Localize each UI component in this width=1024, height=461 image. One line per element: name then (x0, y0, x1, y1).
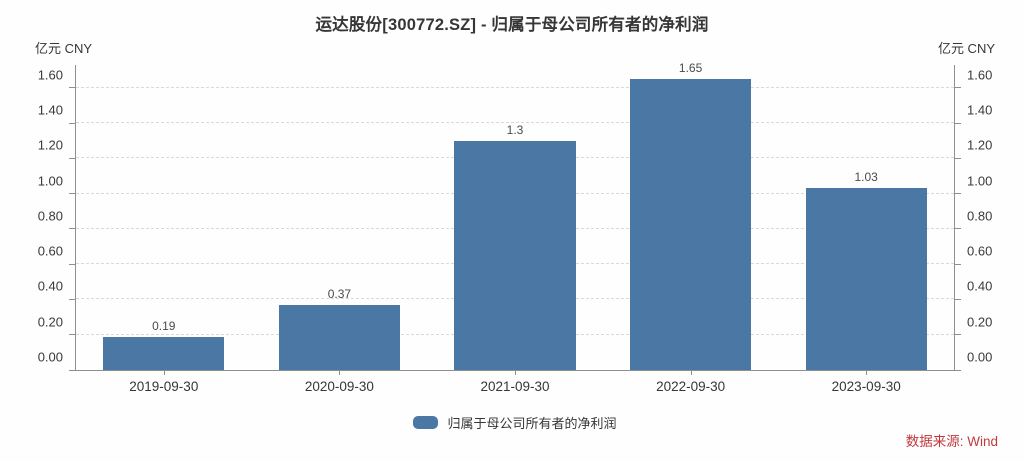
y-axis-tick-mark-left (69, 298, 76, 300)
y-axis-tick-mark-left (69, 193, 76, 195)
y-axis-tick-mark-left (69, 87, 76, 89)
y-axis-tick-label-right: 1.40 (967, 102, 993, 118)
x-axis-tick-label: 2020-09-30 (304, 379, 374, 394)
y-axis-unit-left: 亿元 CNY (35, 41, 93, 56)
y-axis-tick-label-right: 1.60 (967, 67, 993, 83)
x-axis-tick-mark (163, 370, 165, 375)
y-axis-tick-label-left: 1.00 (37, 173, 63, 189)
x-axis-tick-mark (339, 370, 341, 375)
bar-value-label: 0.19 (152, 318, 176, 333)
y-axis-tick-mark-left (69, 228, 76, 230)
y-axis-tick-mark-right (954, 228, 961, 230)
x-axis-tick-mark (514, 370, 516, 375)
y-axis-tick-label-right: 0.40 (967, 278, 993, 294)
y-axis-tick-label-left: 1.40 (37, 102, 63, 118)
y-axis-tick-mark-right (954, 193, 961, 195)
y-axis-tick-label-right: 1.00 (967, 173, 993, 189)
y-axis-tick-label-left: 0.40 (37, 278, 63, 294)
y-axis-tick-mark-left (69, 334, 76, 336)
x-axis-tick-label: 2019-09-30 (129, 379, 199, 394)
x-axis-tick-label: 2021-09-30 (480, 379, 550, 394)
x-axis-tick-mark (690, 370, 692, 375)
y-axis-tick-mark-right (954, 122, 961, 124)
bar-slot: 0.37 2020-09-30 (252, 65, 428, 394)
bar-value-label: 0.37 (327, 286, 352, 301)
legend-label: 归属于母公司所有者的净利润 (447, 415, 617, 431)
bar-slot: 1.03 2023-09-30 (778, 65, 954, 394)
y-axis-tick-label-left: 0.80 (37, 208, 63, 224)
y-axis-tick-label-left: 0.20 (37, 314, 63, 330)
bar (454, 140, 576, 370)
y-axis-unit-right: 亿元 CNY (937, 41, 995, 56)
y-axis-tick-mark-right (954, 157, 961, 159)
y-axis-tick-label-left: 1.60 (37, 67, 63, 83)
bar-value-label: 1.03 (854, 170, 878, 185)
x-axis-tick-label: 2023-09-30 (831, 379, 901, 394)
y-axis-tick-mark-right (954, 298, 961, 300)
bar (630, 79, 752, 370)
y-gridline (76, 86, 954, 88)
y-axis-tick-mark-left (69, 122, 76, 124)
y-axis-tick-label-right: 0.60 (967, 243, 993, 259)
y-axis-tick-label-right: 1.20 (967, 137, 993, 153)
y-gridline (76, 122, 954, 124)
bar-value-label: 1.65 (678, 61, 703, 76)
y-axis-tick-label-right: 0.80 (967, 208, 993, 224)
x-axis-tick-label: 2022-09-30 (656, 379, 726, 394)
y-axis-tick-mark-right (954, 87, 961, 89)
bar (805, 188, 927, 370)
y-axis-tick-mark-right (954, 369, 961, 371)
bar (278, 304, 400, 370)
y-axis-tick-label-left: 0.00 (37, 349, 63, 365)
y-axis-tick-mark-right (954, 334, 961, 336)
bar-slot: 0.19 2019-09-30 (76, 65, 252, 394)
y-axis-tick-mark-left (69, 157, 76, 159)
chart-title: 运达股份[300772.SZ] - 归属于母公司所有者的净利润 (315, 16, 709, 34)
bar-slot: 1.65 2022-09-30 (603, 61, 779, 394)
bar (103, 336, 225, 370)
y-axis-tick-mark-left (69, 369, 76, 371)
x-axis-tick-mark (866, 370, 868, 375)
y-axis-tick-mark-right (954, 263, 961, 265)
y-axis-tick-label-right: 0.20 (967, 314, 993, 330)
bar-slot: 1.3 2021-09-30 (427, 65, 603, 394)
bar-value-label: 1.3 (506, 122, 524, 137)
y-axis-tick-label-left: 0.60 (37, 243, 63, 259)
data-source-label: 数据来源: Wind (905, 434, 998, 449)
y-axis-tick-label-right: 0.00 (967, 349, 993, 365)
plot-area: 0.00 0.00 0.20 0.20 0.40 0.40 0.60 0.60 0.80 0.80… (38, 61, 993, 394)
y-axis-tick-mark-left (69, 263, 76, 265)
legend-swatch (413, 415, 439, 429)
chart-legend: 归属于母公司所有者的净利润 (75, 412, 955, 432)
y-axis-tick-label-left: 1.20 (37, 137, 63, 153)
